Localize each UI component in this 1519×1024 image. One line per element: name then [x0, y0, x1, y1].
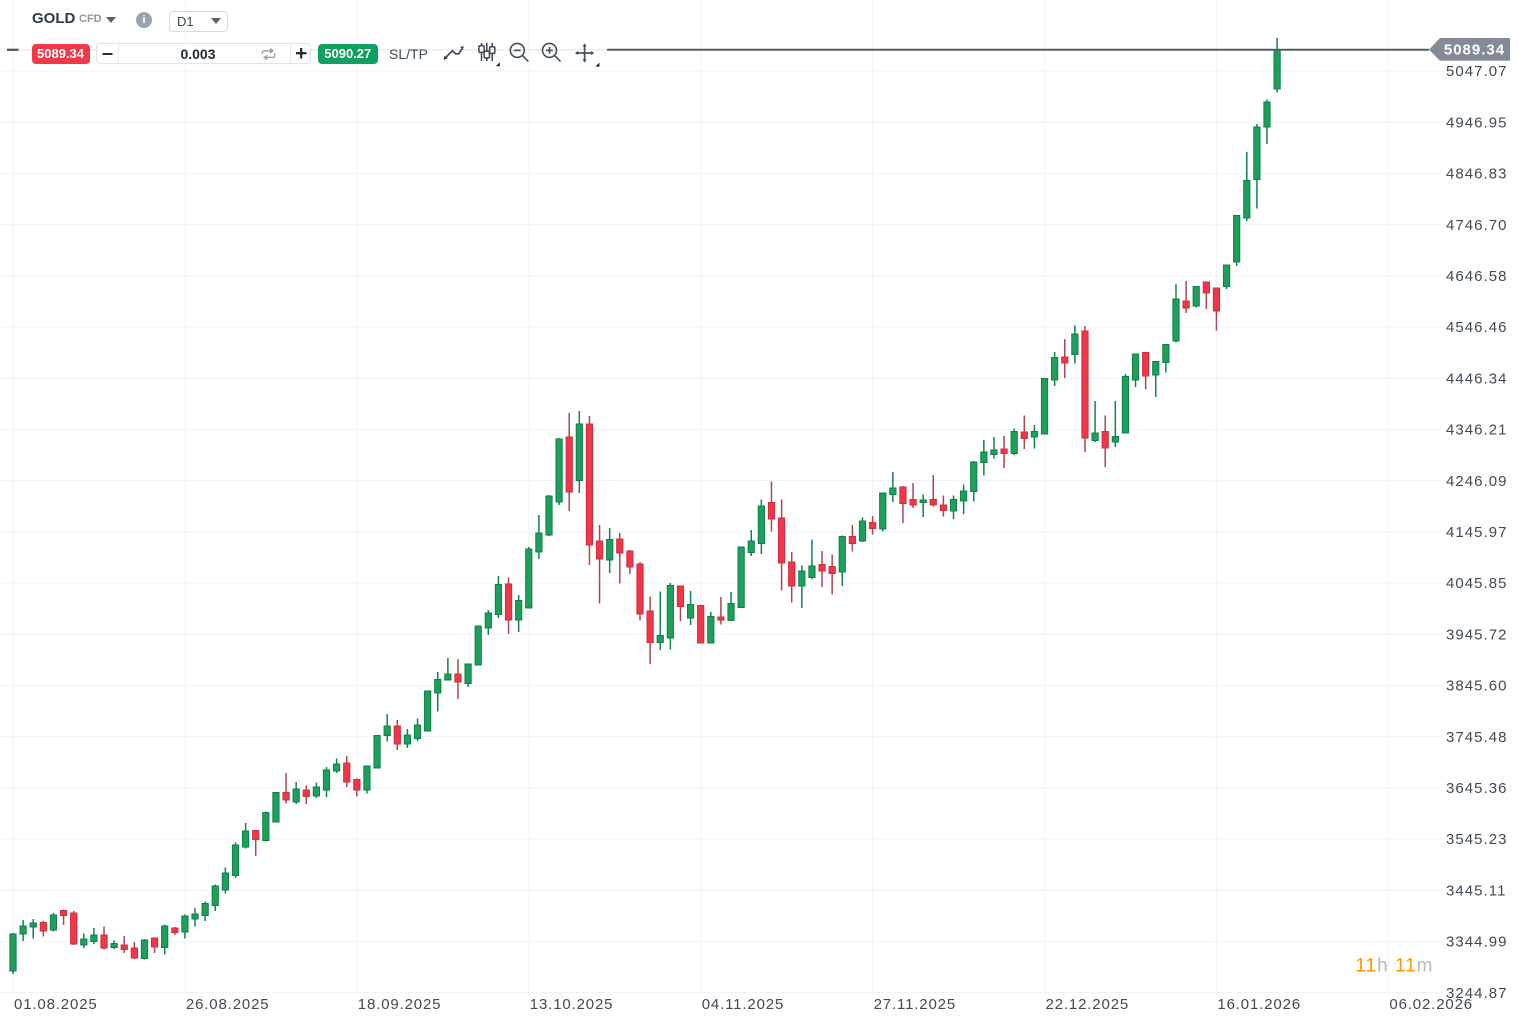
svg-text:4846.83: 4846.83 — [1446, 166, 1508, 183]
svg-text:5089.34: 5089.34 — [1444, 41, 1505, 58]
svg-text:4546.46: 4546.46 — [1446, 319, 1508, 336]
svg-text:01.08.2025: 01.08.2025 — [14, 996, 98, 1013]
svg-text:4145.97: 4145.97 — [1446, 524, 1508, 541]
svg-text:5047.07: 5047.07 — [1446, 63, 1508, 80]
svg-text:3344.99: 3344.99 — [1446, 934, 1508, 951]
svg-text:22.12.2025: 22.12.2025 — [1046, 996, 1130, 1013]
svg-text:13.10.2025: 13.10.2025 — [530, 996, 614, 1013]
svg-text:4246.09: 4246.09 — [1446, 473, 1508, 490]
svg-text:26.08.2025: 26.08.2025 — [186, 996, 270, 1013]
svg-text:27.11.2025: 27.11.2025 — [874, 996, 956, 1013]
svg-text:3745.48: 3745.48 — [1446, 729, 1508, 746]
svg-text:3445.11: 3445.11 — [1446, 882, 1506, 899]
svg-text:4946.95: 4946.95 — [1446, 114, 1508, 131]
svg-text:18.09.2025: 18.09.2025 — [358, 996, 442, 1013]
svg-text:3545.23: 3545.23 — [1446, 831, 1508, 848]
svg-text:04.11.2025: 04.11.2025 — [702, 996, 784, 1013]
svg-text:3945.72: 3945.72 — [1446, 626, 1508, 643]
svg-text:3244.87: 3244.87 — [1446, 985, 1508, 1002]
svg-text:4746.70: 4746.70 — [1446, 217, 1508, 234]
svg-text:4446.34: 4446.34 — [1446, 370, 1508, 387]
svg-text:11h 11m: 11h 11m — [1355, 956, 1433, 977]
svg-text:3645.36: 3645.36 — [1446, 780, 1508, 797]
svg-text:4045.85: 4045.85 — [1446, 575, 1508, 592]
svg-text:3845.60: 3845.60 — [1446, 678, 1508, 695]
svg-text:4646.58: 4646.58 — [1446, 268, 1508, 285]
svg-text:06.02.2026: 06.02.2026 — [1389, 996, 1473, 1013]
svg-text:16.01.2026: 16.01.2026 — [1217, 996, 1301, 1013]
svg-text:4346.21: 4346.21 — [1446, 422, 1508, 439]
